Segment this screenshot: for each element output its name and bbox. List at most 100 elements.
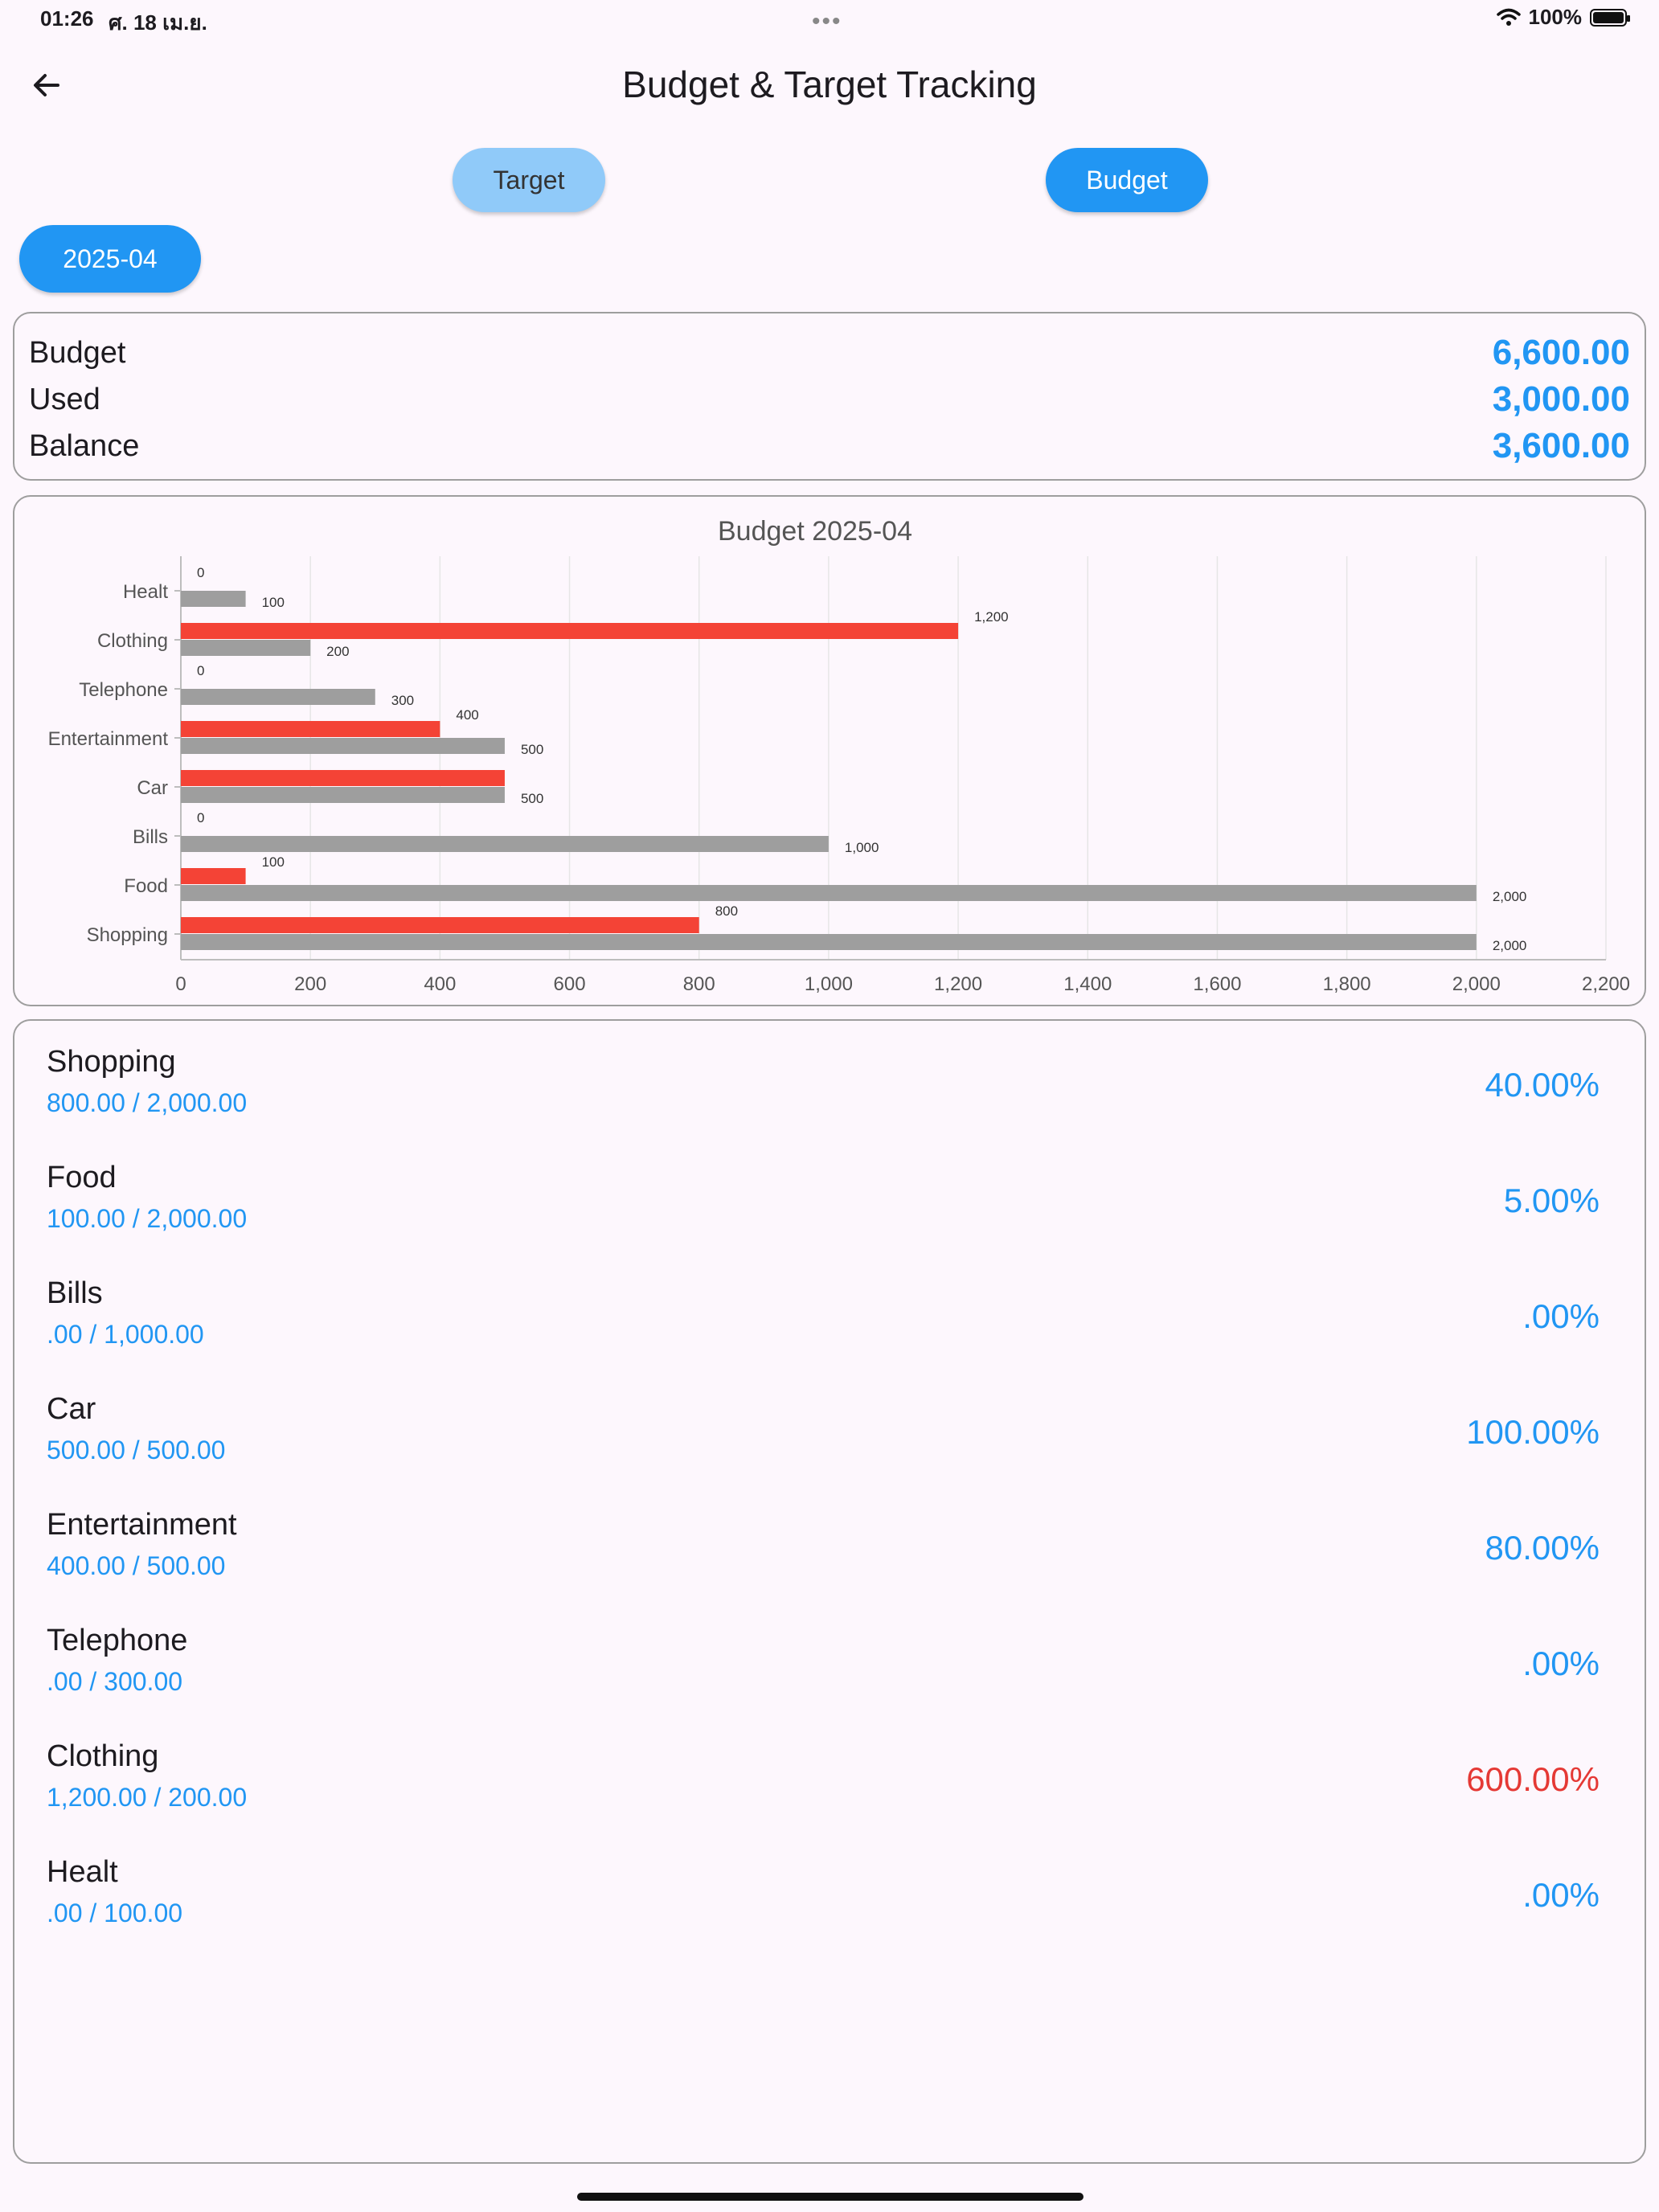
item-amount: .00 / 1,000.00 (47, 1320, 204, 1349)
used-data-label: 800 (715, 903, 738, 919)
item-amount: 100.00 / 2,000.00 (47, 1204, 248, 1233)
item-name: Telephone (47, 1624, 188, 1657)
budget-data-label: 1,000 (845, 840, 879, 855)
x-tick-label: 1,800 (1323, 973, 1371, 995)
list-item[interactable]: Clothing 1,200.00 / 200.00 600.00% (47, 1739, 1600, 1852)
month-selector-button[interactable]: 2025-04 (19, 225, 201, 293)
list-item[interactable]: Food 100.00 / 2,000.00 5.00% (47, 1161, 1600, 1273)
budget-data-label: 500 (521, 742, 543, 757)
budget-tab-button[interactable]: Budget (1046, 148, 1208, 212)
item-percent: .00% (1522, 1876, 1600, 1914)
summary-row-budget: Budget 6,600.00 (29, 330, 1630, 376)
item-percent: 80.00% (1485, 1529, 1600, 1567)
item-percent: .00% (1522, 1645, 1600, 1682)
used-bar (181, 917, 699, 933)
item-amount: 500.00 / 500.00 (47, 1436, 226, 1464)
used-data-label: 0 (197, 810, 204, 825)
app-bar: Budget & Target Tracking (0, 48, 1659, 121)
summary-card: Budget 6,600.00 Used 3,000.00 Balance 3,… (13, 312, 1646, 481)
category-label: Entertainment (48, 728, 169, 750)
item-name: Healt (47, 1855, 118, 1889)
status-date: ศ. 18 เม.ย. (109, 10, 207, 35)
used-data-label: 100 (262, 854, 285, 870)
used-data-label: 400 (456, 707, 478, 723)
item-percent: 40.00% (1485, 1066, 1600, 1104)
budget-data-label: 200 (326, 644, 349, 659)
budget-bar (181, 787, 505, 803)
x-tick-label: 2,000 (1452, 973, 1501, 995)
budget-bar (181, 591, 246, 607)
category-label: Clothing (97, 630, 168, 652)
list-item[interactable]: Entertainment 400.00 / 500.00 80.00% (47, 1508, 1600, 1620)
x-tick-label: 0 (175, 973, 186, 995)
budget-data-label: 300 (391, 693, 414, 708)
target-tab-button[interactable]: Target (453, 148, 605, 212)
list-item[interactable]: Shopping 800.00 / 2,000.00 40.00% (47, 1045, 1600, 1157)
item-name: Shopping (47, 1045, 176, 1079)
list-item[interactable]: Bills .00 / 1,000.00 .00% (47, 1276, 1600, 1389)
budget-bar (181, 689, 375, 705)
list-item[interactable]: Car 500.00 / 500.00 100.00% (47, 1392, 1600, 1505)
budget-bar (181, 640, 311, 656)
category-label: Car (137, 777, 168, 799)
used-bar (181, 721, 440, 737)
budget-data-label: 100 (262, 595, 285, 610)
budget-data-label: 500 (521, 791, 543, 806)
item-amount: .00 / 300.00 (47, 1667, 183, 1696)
item-name: Entertainment (47, 1508, 237, 1542)
list-item[interactable]: Telephone .00 / 300.00 .00% (47, 1624, 1600, 1736)
back-button[interactable] (24, 63, 69, 108)
item-amount: 800.00 / 2,000.00 (47, 1088, 248, 1117)
x-tick-label: 1,400 (1063, 973, 1112, 995)
used-bar (181, 770, 505, 786)
x-tick-label: 1,200 (934, 973, 982, 995)
category-list-card: Shopping 800.00 / 2,000.00 40.00% Food 1… (13, 1019, 1646, 2164)
used-bar (181, 868, 246, 884)
x-tick-label: 600 (554, 973, 586, 995)
category-label: Bills (133, 826, 168, 848)
category-label: Food (124, 875, 168, 897)
budget-chart-card: Budget 2025-04 0 200 400 600 800 1,000 1,200 1,… (13, 495, 1646, 1006)
item-percent: .00% (1522, 1297, 1600, 1335)
x-tick-label: 400 (424, 973, 456, 995)
summary-row-balance: Balance 3,600.00 (29, 423, 1630, 469)
home-indicator[interactable] (577, 2193, 1083, 2201)
summary-row-used: Used 3,000.00 (29, 376, 1630, 423)
list-item[interactable]: Healt .00 / 100.00 .00% (47, 1855, 1600, 1968)
budget-bar-chart: Budget 2025-04 0 200 400 600 800 1,000 1,200 1,… (48, 516, 1630, 995)
item-name: Food (47, 1161, 117, 1194)
summary-value: 6,600.00 (1492, 333, 1630, 372)
status-bar: 01:26 ศ. 18 เม.ย. ••• 100% (0, 0, 1659, 40)
budget-bar (181, 836, 829, 852)
summary-label: Budget (29, 335, 126, 370)
used-data-label: 0 (197, 565, 204, 580)
x-tick-label: 1,000 (805, 973, 853, 995)
x-tick-label: 200 (294, 973, 326, 995)
arrow-left-icon (34, 74, 59, 96)
used-data-label: 1,200 (974, 609, 1009, 625)
budget-data-label: 2,000 (1493, 889, 1527, 904)
battery-icon (1590, 8, 1630, 27)
item-amount: .00 / 100.00 (47, 1899, 183, 1927)
budget-bar (181, 738, 505, 754)
item-percent: 5.00% (1503, 1182, 1600, 1219)
status-indicators: 100% (1496, 5, 1630, 30)
battery-percent: 100% (1528, 5, 1583, 29)
budget-bar (181, 934, 1477, 950)
status-time: 01:26 (40, 6, 94, 31)
item-name: Bills (47, 1276, 103, 1310)
budget-bar (181, 885, 1477, 901)
multitasking-dots[interactable]: ••• (812, 8, 842, 35)
summary-label: Used (29, 382, 100, 416)
chart-title: Budget 2025-04 (718, 516, 912, 547)
item-amount: 1,200.00 / 200.00 (47, 1783, 248, 1812)
x-tick-label: 2,200 (1582, 973, 1630, 995)
category-label: Healt (123, 581, 168, 603)
x-tick-label: 800 (683, 973, 715, 995)
x-tick-label: 1,600 (1193, 973, 1241, 995)
summary-label: Balance (29, 428, 140, 463)
page-title: Budget & Target Tracking (622, 63, 1037, 105)
budget-data-label: 2,000 (1493, 938, 1527, 953)
category-label: Telephone (79, 679, 168, 701)
item-percent: 100.00% (1466, 1413, 1600, 1451)
